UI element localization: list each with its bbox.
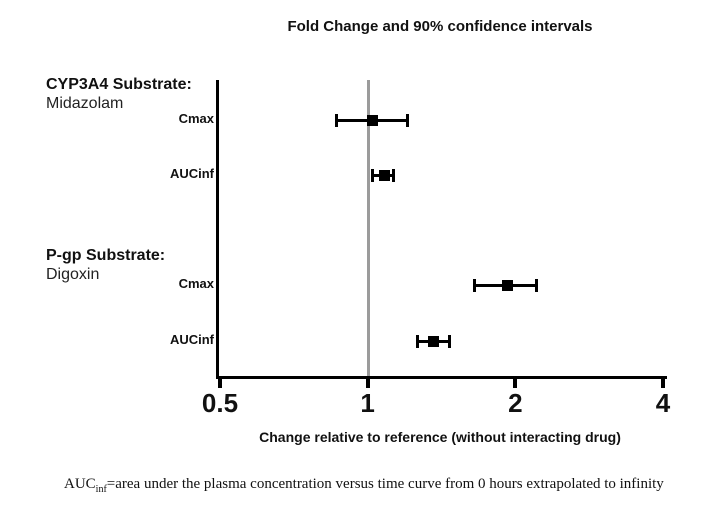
x-axis-line: [216, 376, 667, 379]
group-header-1: CYP3A4 Substrate:: [46, 76, 192, 93]
reference-line: [366, 80, 370, 376]
x-tick-4: [661, 379, 665, 388]
ci-cap-left: [473, 279, 477, 292]
y-axis-line: [216, 80, 219, 379]
point-marker-digoxin-cmax: [501, 280, 513, 291]
ci-cap-left: [370, 169, 374, 182]
ci-cap-left: [415, 335, 419, 348]
footnote-auc-prefix: AUC: [64, 476, 96, 492]
x-tick-label-0.5: 0.5: [201, 388, 239, 418]
group-substrate-name-1: Midazolam: [46, 95, 124, 112]
ci-cap-left: [334, 114, 338, 127]
chart-title: Fold Change and 90% confidence intervals: [287, 18, 593, 35]
row-label-midazolam-cmax: Cmax: [178, 111, 214, 126]
point-marker-digoxin-aucinf: [428, 336, 440, 347]
footnote: AUCinf=area under the plasma concentrati…: [64, 476, 704, 495]
ci-cap-right: [447, 335, 451, 348]
x-tick-label-4: 4: [655, 388, 671, 418]
x-tick-label-2: 2: [508, 388, 523, 418]
point-marker-midazolam-aucinf: [379, 170, 391, 181]
ci-cap-right: [534, 279, 538, 292]
ci-cap-right: [391, 169, 395, 182]
row-label-midazolam-aucinf: AUCinf: [169, 166, 214, 181]
footnote-text: =area under the plasma concentration ver…: [106, 476, 664, 492]
ci-cap-right: [406, 114, 410, 127]
footnote-auc-subscript: inf: [95, 484, 107, 495]
x-axis-title: Change relative to reference (without in…: [259, 429, 621, 445]
point-marker-midazolam-cmax: [366, 115, 378, 126]
row-label-digoxin-aucinf: AUCinf: [169, 332, 214, 347]
x-tick-2: [513, 379, 518, 388]
group-header-2: P-gp Substrate:: [46, 247, 166, 264]
x-tick-0.5: [218, 379, 222, 388]
x-tick-1: [365, 379, 370, 388]
x-tick-label-1: 1: [360, 388, 375, 418]
row-label-digoxin-cmax: Cmax: [178, 276, 214, 291]
group-substrate-name-2: Digoxin: [46, 266, 100, 283]
